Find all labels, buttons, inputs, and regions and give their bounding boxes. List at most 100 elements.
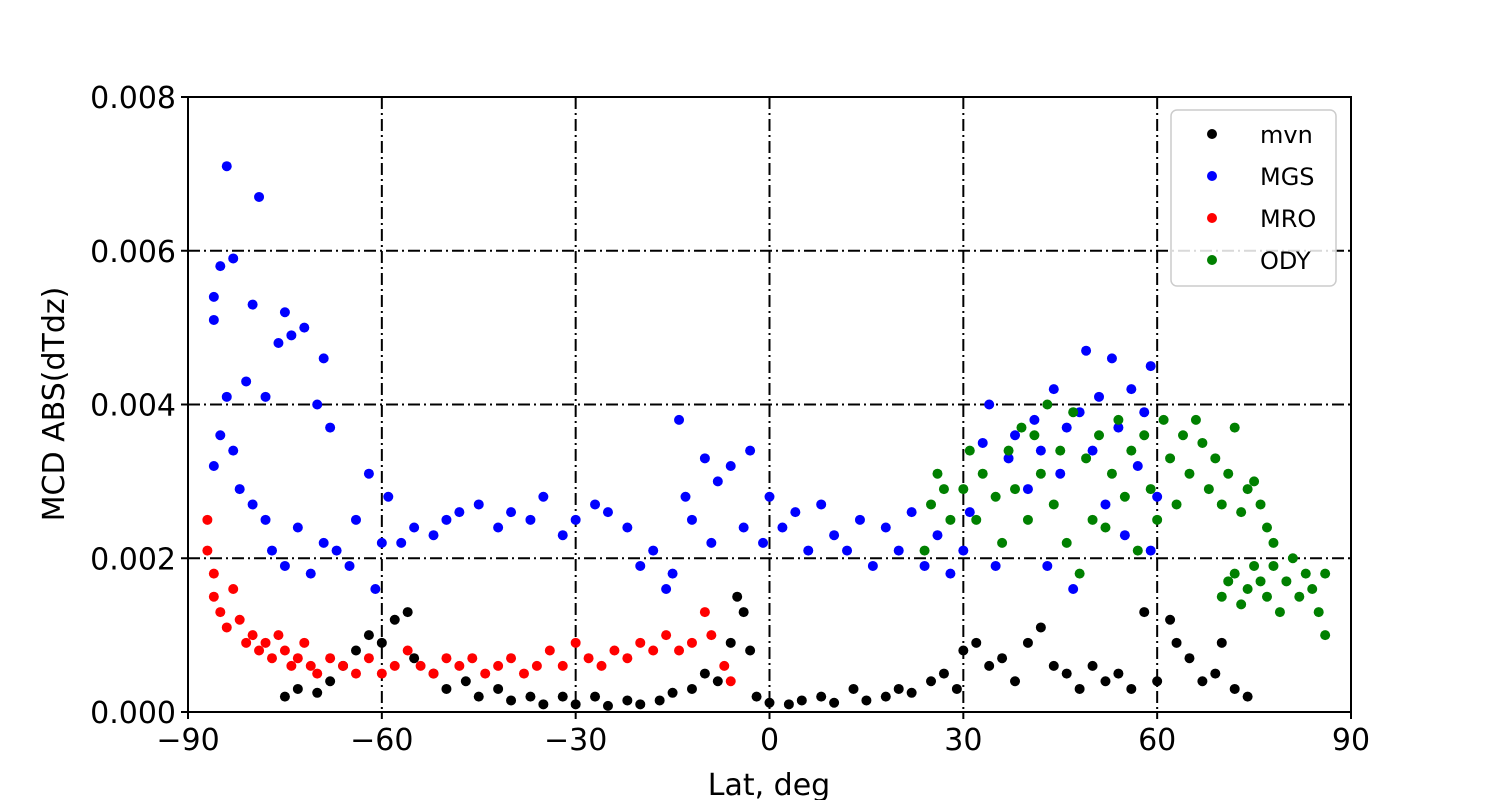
data-point bbox=[1236, 599, 1247, 610]
data-point bbox=[1242, 484, 1253, 495]
data-point bbox=[221, 622, 232, 633]
data-point bbox=[1074, 683, 1085, 694]
data-point bbox=[1061, 422, 1072, 433]
data-point bbox=[867, 560, 878, 571]
data-point bbox=[241, 637, 252, 648]
data-point bbox=[1145, 484, 1156, 495]
data-point bbox=[590, 499, 601, 510]
data-point bbox=[1126, 445, 1137, 456]
data-point bbox=[622, 653, 633, 664]
data-point bbox=[247, 630, 258, 641]
data-point bbox=[622, 522, 633, 533]
data-point bbox=[1010, 484, 1021, 495]
data-point bbox=[1035, 622, 1046, 633]
data-point bbox=[906, 687, 917, 698]
x-tick-label: −90 bbox=[156, 723, 219, 758]
data-point bbox=[1029, 430, 1040, 441]
x-tick-label: 60 bbox=[1138, 723, 1176, 758]
data-point bbox=[286, 330, 297, 341]
data-point bbox=[570, 514, 581, 525]
series-ody bbox=[919, 399, 1331, 641]
x-tick-label: 0 bbox=[760, 723, 779, 758]
y-tick-label: 0.004 bbox=[90, 389, 176, 424]
data-point bbox=[376, 668, 387, 679]
data-point bbox=[1081, 345, 1092, 356]
data-point bbox=[370, 584, 381, 594]
data-point bbox=[958, 484, 969, 495]
data-point bbox=[648, 645, 659, 656]
x-tick-label: 90 bbox=[1332, 723, 1370, 758]
data-point bbox=[686, 683, 697, 694]
data-point bbox=[602, 507, 613, 518]
data-point bbox=[331, 545, 342, 556]
data-point bbox=[544, 645, 555, 656]
data-point bbox=[338, 660, 349, 671]
data-point bbox=[480, 668, 491, 679]
legend-marker bbox=[1207, 213, 1217, 223]
data-point bbox=[1113, 668, 1124, 679]
data-point bbox=[1197, 676, 1208, 687]
legend-label: ODY bbox=[1260, 247, 1311, 275]
data-point bbox=[531, 660, 542, 671]
data-point bbox=[473, 499, 484, 510]
data-point bbox=[674, 414, 685, 425]
data-point bbox=[654, 695, 665, 706]
data-point bbox=[635, 560, 646, 571]
data-point bbox=[292, 683, 303, 694]
data-point bbox=[1113, 414, 1124, 425]
data-point bbox=[951, 683, 962, 694]
data-point bbox=[292, 653, 303, 664]
data-point bbox=[1094, 391, 1105, 402]
data-point bbox=[745, 645, 756, 656]
data-point bbox=[829, 697, 840, 708]
data-point bbox=[971, 514, 982, 525]
data-point bbox=[596, 660, 607, 671]
data-point bbox=[1048, 384, 1059, 395]
data-point bbox=[402, 607, 413, 618]
data-point bbox=[1216, 591, 1227, 602]
grid-lines bbox=[188, 97, 1351, 712]
data-point bbox=[1216, 499, 1227, 510]
data-point bbox=[796, 695, 807, 706]
data-point bbox=[1255, 499, 1266, 510]
data-point bbox=[622, 695, 633, 706]
data-point bbox=[1126, 384, 1137, 395]
series-mgs bbox=[208, 161, 1163, 594]
data-point bbox=[202, 545, 213, 556]
legend: mvn MGS MRO ODY bbox=[1170, 109, 1337, 287]
data-point bbox=[590, 691, 601, 702]
data-point bbox=[1210, 668, 1221, 679]
data-point bbox=[538, 699, 549, 710]
data-point bbox=[1242, 691, 1253, 702]
data-point bbox=[570, 699, 581, 710]
data-point bbox=[725, 461, 736, 471]
data-point bbox=[1022, 637, 1033, 648]
data-point bbox=[816, 691, 827, 702]
data-point bbox=[208, 591, 219, 602]
data-point bbox=[312, 687, 323, 698]
data-point bbox=[1100, 522, 1111, 533]
data-point bbox=[441, 653, 452, 664]
data-point bbox=[1165, 614, 1176, 625]
data-point bbox=[518, 668, 529, 679]
data-point bbox=[1048, 660, 1059, 671]
data-point bbox=[215, 430, 226, 441]
data-point bbox=[699, 668, 710, 679]
data-point bbox=[1139, 607, 1150, 618]
data-point bbox=[1229, 683, 1240, 694]
data-point bbox=[1061, 537, 1072, 548]
data-point bbox=[609, 645, 620, 656]
data-point bbox=[667, 568, 678, 579]
data-point bbox=[1119, 491, 1130, 502]
data-point bbox=[1022, 514, 1033, 525]
data-point bbox=[473, 691, 484, 702]
data-point bbox=[738, 607, 749, 618]
data-point bbox=[247, 499, 258, 510]
data-point bbox=[958, 545, 969, 556]
data-point bbox=[1178, 430, 1189, 441]
data-point bbox=[506, 695, 517, 706]
data-point bbox=[299, 322, 310, 333]
data-point bbox=[1262, 591, 1273, 602]
data-point bbox=[273, 630, 284, 641]
data-point bbox=[454, 660, 465, 671]
